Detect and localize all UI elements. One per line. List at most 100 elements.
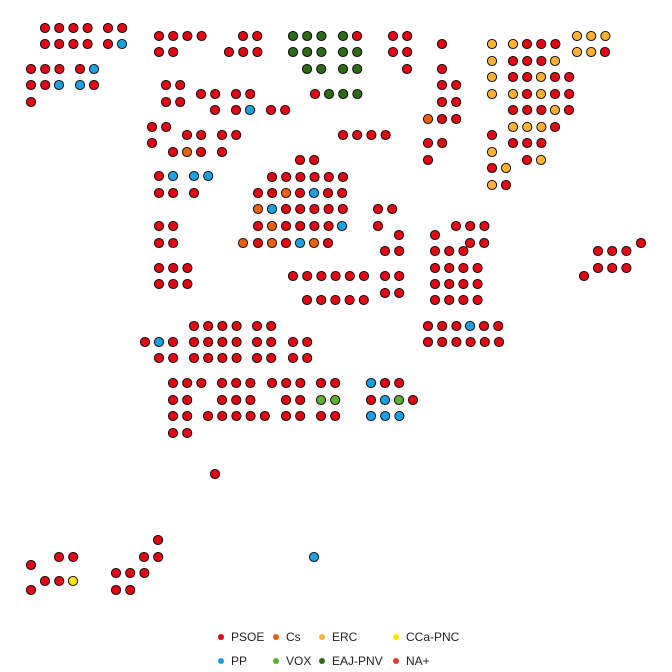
seat-dot-psoe bbox=[102, 38, 114, 50]
seat-dot-psoe bbox=[245, 410, 256, 422]
seat-dot-psoe bbox=[281, 377, 292, 389]
seat-dot-pp bbox=[394, 410, 405, 422]
seat-dot-psoe bbox=[437, 137, 448, 149]
seat-dot-psoe bbox=[302, 270, 313, 282]
seat-dot-psoe bbox=[252, 187, 264, 199]
seat-dot-psoe bbox=[39, 38, 51, 50]
seat-dot-psoe bbox=[436, 63, 448, 75]
seat-dot-psoe bbox=[379, 245, 391, 257]
seat-dot-psoe bbox=[621, 262, 632, 274]
legend-label: VOX bbox=[286, 654, 311, 668]
seat-dot-psoe bbox=[380, 129, 391, 141]
seat-dot-psoe bbox=[266, 377, 278, 389]
seat-dot-psoe bbox=[295, 377, 306, 389]
seat-dot-pp bbox=[308, 187, 320, 199]
seat-dot-psoe bbox=[125, 584, 136, 596]
seat-dot-psoe bbox=[25, 584, 37, 596]
seat-dot-erc bbox=[507, 121, 519, 133]
seat-dot-psoe bbox=[153, 237, 165, 249]
seat-dot-psoe bbox=[549, 88, 561, 100]
seat-dot-psoe bbox=[267, 187, 278, 199]
seat-dot-psoe bbox=[167, 146, 179, 158]
seat-dot-psoe bbox=[402, 30, 413, 42]
seat-dot-pp bbox=[203, 170, 214, 182]
seat-dot-psoe bbox=[564, 88, 575, 100]
seat-dot-psoe bbox=[621, 245, 632, 257]
seat-dot-psoe bbox=[429, 278, 441, 290]
seat-dot-psoe bbox=[217, 352, 228, 364]
seat-dot-psoe bbox=[110, 584, 122, 596]
seat-dot-psoe bbox=[88, 79, 100, 91]
seat-dot-cs bbox=[280, 187, 292, 199]
seat-dot-psoe bbox=[153, 46, 165, 58]
seat-dot-psoe bbox=[168, 46, 179, 58]
seat-dot-psoe bbox=[372, 220, 384, 232]
seat-dot-psoe bbox=[245, 394, 256, 406]
seat-dot-psoe bbox=[472, 294, 483, 306]
seat-dot-psoe bbox=[351, 30, 363, 42]
seat-dot-psoe bbox=[210, 88, 221, 100]
seat-dot-pp bbox=[308, 551, 320, 563]
seat-dot-psoe bbox=[486, 129, 498, 141]
seat-dot-psoe bbox=[175, 96, 186, 108]
seat-dot-psoe bbox=[117, 22, 128, 34]
seat-dot-eaj-pnv bbox=[316, 46, 327, 58]
legend-label: Cs bbox=[286, 630, 301, 644]
seat-dot-psoe bbox=[231, 129, 242, 141]
legend-key bbox=[218, 658, 224, 664]
seat-dot-psoe bbox=[436, 38, 448, 50]
seat-dot-eaj-pnv bbox=[337, 30, 349, 42]
seat-dot-psoe bbox=[536, 104, 547, 116]
seat-dot-erc bbox=[586, 46, 597, 58]
seat-dot-eaj-pnv bbox=[337, 63, 349, 75]
seat-dot-erc bbox=[486, 71, 498, 83]
seat-dot-pp bbox=[365, 377, 377, 389]
seat-dot-psoe bbox=[549, 71, 561, 83]
seat-dot-psoe bbox=[195, 88, 207, 100]
seat-dot-psoe bbox=[522, 137, 533, 149]
seat-dot-psoe bbox=[315, 377, 327, 389]
seat-dot-psoe bbox=[394, 270, 405, 282]
seat-dot-psoe bbox=[68, 551, 79, 563]
seat-dot-eaj-pnv bbox=[316, 63, 327, 75]
seat-dot-psoe bbox=[330, 270, 341, 282]
seat-dot-psoe bbox=[344, 294, 355, 306]
seat-dot-eaj-pnv bbox=[302, 30, 313, 42]
seat-dot-psoe bbox=[472, 278, 483, 290]
seat-dot-psoe bbox=[493, 320, 504, 332]
seat-dot-psoe bbox=[40, 79, 51, 91]
seat-dot-pp bbox=[380, 410, 391, 422]
seat-dot-psoe bbox=[366, 129, 377, 141]
seat-dot-psoe bbox=[266, 320, 277, 332]
legend-key bbox=[273, 658, 279, 664]
seat-dot-psoe bbox=[252, 46, 263, 58]
seat-dot-psoe bbox=[231, 377, 242, 389]
seat-dot-psoe bbox=[295, 203, 306, 215]
seat-dot-cs bbox=[237, 237, 249, 249]
seat-dot-psoe bbox=[152, 534, 164, 546]
seat-dot-psoe bbox=[536, 55, 547, 67]
seat-dots bbox=[25, 22, 647, 596]
seat-dot-erc bbox=[500, 162, 512, 174]
seat-dot-cs bbox=[266, 220, 278, 232]
seat-dot-psoe bbox=[53, 551, 65, 563]
seat-dot-psoe bbox=[39, 22, 51, 34]
seat-dot-psoe bbox=[287, 352, 299, 364]
seat-dot-psoe bbox=[259, 410, 270, 422]
seat-dot-erc bbox=[486, 55, 498, 67]
seat-dot-psoe bbox=[507, 55, 519, 67]
seat-dot-psoe bbox=[251, 320, 263, 332]
legend-item-vox: VOX bbox=[273, 654, 311, 668]
seat-dot-psoe bbox=[139, 567, 150, 579]
seat-dot-psoe bbox=[309, 171, 320, 183]
seat-dot-psoe bbox=[578, 270, 590, 282]
seat-dot-psoe bbox=[182, 410, 193, 422]
seat-dot-psoe bbox=[160, 96, 172, 108]
seat-dot-psoe bbox=[153, 170, 165, 182]
seat-dot-psoe bbox=[168, 187, 179, 199]
seat-dot-psoe bbox=[168, 30, 179, 42]
seat-dot-pp bbox=[167, 170, 179, 182]
seat-dot-psoe bbox=[387, 30, 399, 42]
seat-dot-psoe bbox=[245, 377, 256, 389]
seat-dot-pp bbox=[266, 203, 278, 215]
